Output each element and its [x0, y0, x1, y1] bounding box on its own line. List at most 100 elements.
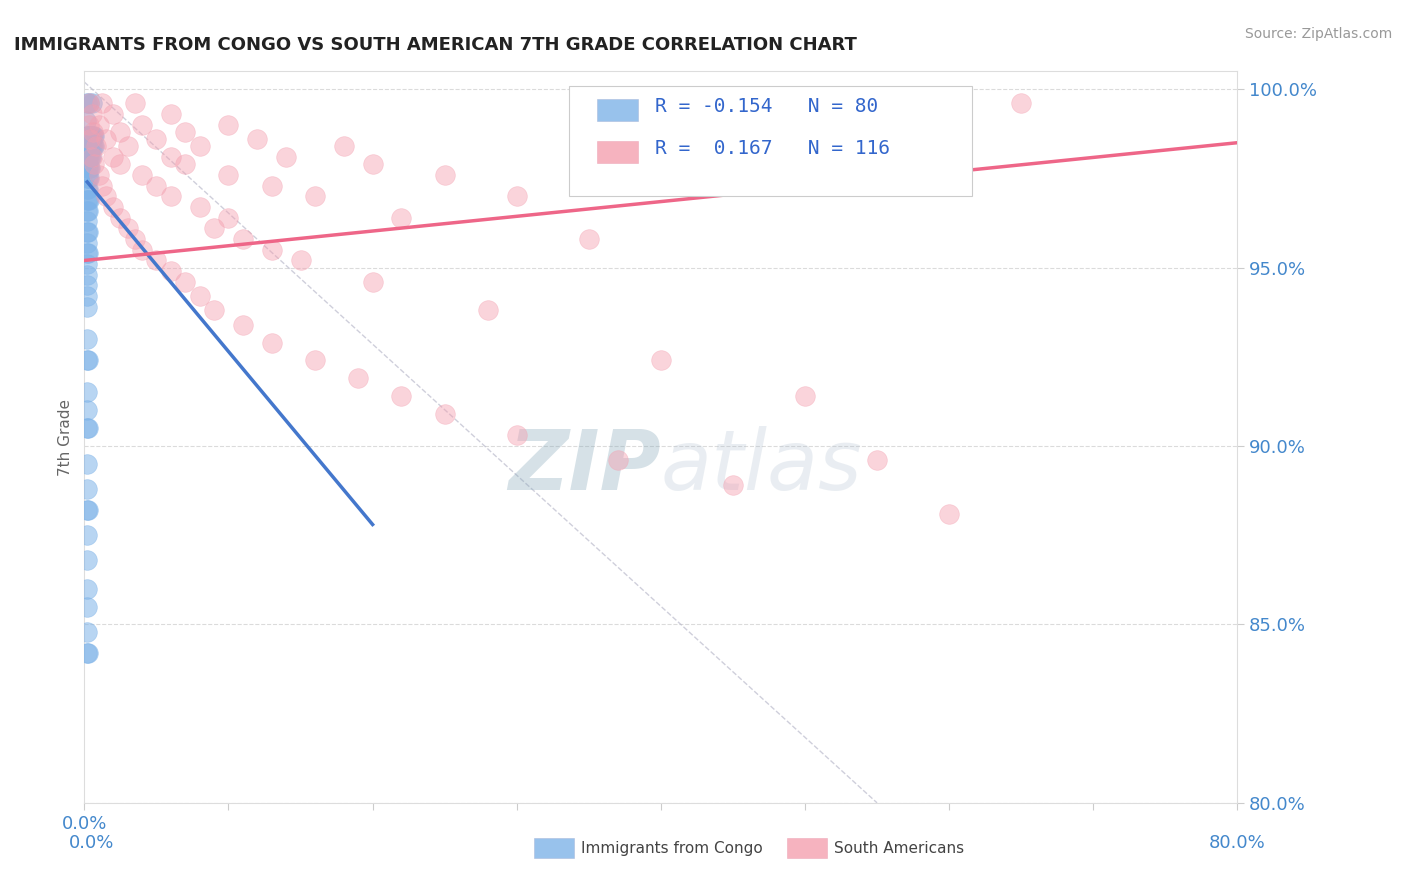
- Point: [76, 278, 98, 293]
- Point: [76, 150, 98, 164]
- Point: [304, 353, 326, 368]
- Point: [94, 132, 117, 146]
- Point: [124, 96, 146, 111]
- Point: [76, 246, 98, 260]
- Point: [80, 128, 103, 143]
- Point: [82, 139, 104, 153]
- Point: [77, 139, 100, 153]
- Point: [76, 503, 98, 517]
- Point: [276, 150, 298, 164]
- Point: [174, 125, 197, 139]
- Point: [76, 421, 98, 435]
- FancyBboxPatch shape: [598, 141, 638, 163]
- Point: [160, 189, 183, 203]
- Point: [76, 246, 98, 260]
- Point: [75, 114, 97, 128]
- Point: [506, 189, 529, 203]
- Point: [76, 203, 98, 218]
- Point: [76, 353, 98, 368]
- Point: [391, 389, 413, 403]
- Point: [76, 150, 98, 164]
- Point: [83, 128, 105, 143]
- Point: [87, 118, 110, 132]
- Point: [76, 300, 98, 314]
- Point: [131, 118, 153, 132]
- Point: [117, 139, 139, 153]
- Point: [76, 385, 98, 400]
- Point: [160, 150, 183, 164]
- Point: [232, 232, 254, 246]
- Point: [218, 118, 240, 132]
- Point: [506, 428, 529, 442]
- Point: [76, 403, 98, 417]
- Point: [77, 128, 100, 143]
- Point: [131, 243, 153, 257]
- Point: [131, 168, 153, 182]
- Point: [77, 118, 100, 132]
- Point: [76, 193, 98, 207]
- Point: [76, 161, 98, 175]
- Point: [76, 503, 98, 517]
- Text: 0.0%: 0.0%: [69, 834, 114, 852]
- Point: [110, 211, 132, 225]
- Point: [160, 264, 183, 278]
- Text: R = -0.154   N = 80: R = -0.154 N = 80: [655, 97, 879, 116]
- Point: [80, 139, 103, 153]
- Point: [84, 139, 107, 153]
- Point: [79, 139, 101, 153]
- Point: [145, 253, 167, 268]
- Point: [76, 225, 98, 239]
- Point: [866, 453, 889, 467]
- Point: [83, 157, 105, 171]
- Point: [79, 150, 101, 164]
- Text: atlas: atlas: [661, 425, 862, 507]
- Point: [160, 107, 183, 121]
- Point: [347, 371, 370, 385]
- Point: [76, 289, 98, 303]
- Point: [79, 96, 101, 111]
- Point: [76, 421, 98, 435]
- Point: [76, 624, 98, 639]
- Point: [77, 171, 100, 186]
- Point: [76, 225, 98, 239]
- Point: [578, 232, 600, 246]
- Point: [76, 268, 98, 282]
- Point: [90, 96, 112, 111]
- Point: [76, 171, 98, 186]
- Text: ZIP: ZIP: [508, 425, 661, 507]
- Point: [80, 150, 103, 164]
- Point: [103, 107, 124, 121]
- Point: [304, 189, 326, 203]
- Point: [76, 139, 98, 153]
- Point: [77, 161, 100, 175]
- Text: 80.0%: 80.0%: [1209, 834, 1265, 852]
- Point: [188, 289, 211, 303]
- Point: [117, 221, 139, 235]
- Point: [79, 132, 101, 146]
- Point: [80, 128, 103, 143]
- Text: South Americans: South Americans: [834, 841, 965, 855]
- Point: [76, 353, 98, 368]
- Point: [333, 139, 356, 153]
- Point: [361, 157, 384, 171]
- Point: [80, 150, 103, 164]
- Point: [90, 178, 112, 193]
- Point: [87, 168, 110, 182]
- Point: [82, 96, 104, 111]
- Point: [1010, 96, 1032, 111]
- Point: [188, 200, 211, 214]
- Point: [76, 182, 98, 196]
- Text: Immigrants from Congo: Immigrants from Congo: [581, 841, 762, 855]
- Point: [76, 128, 98, 143]
- Point: [79, 128, 101, 143]
- Point: [218, 211, 240, 225]
- Point: [260, 335, 283, 350]
- Point: [174, 157, 197, 171]
- Point: [76, 457, 98, 471]
- Point: [76, 128, 98, 143]
- Point: [246, 132, 269, 146]
- Point: [260, 178, 283, 193]
- Text: R =  0.167   N = 116: R = 0.167 N = 116: [655, 138, 890, 158]
- Point: [94, 189, 117, 203]
- Point: [76, 528, 98, 542]
